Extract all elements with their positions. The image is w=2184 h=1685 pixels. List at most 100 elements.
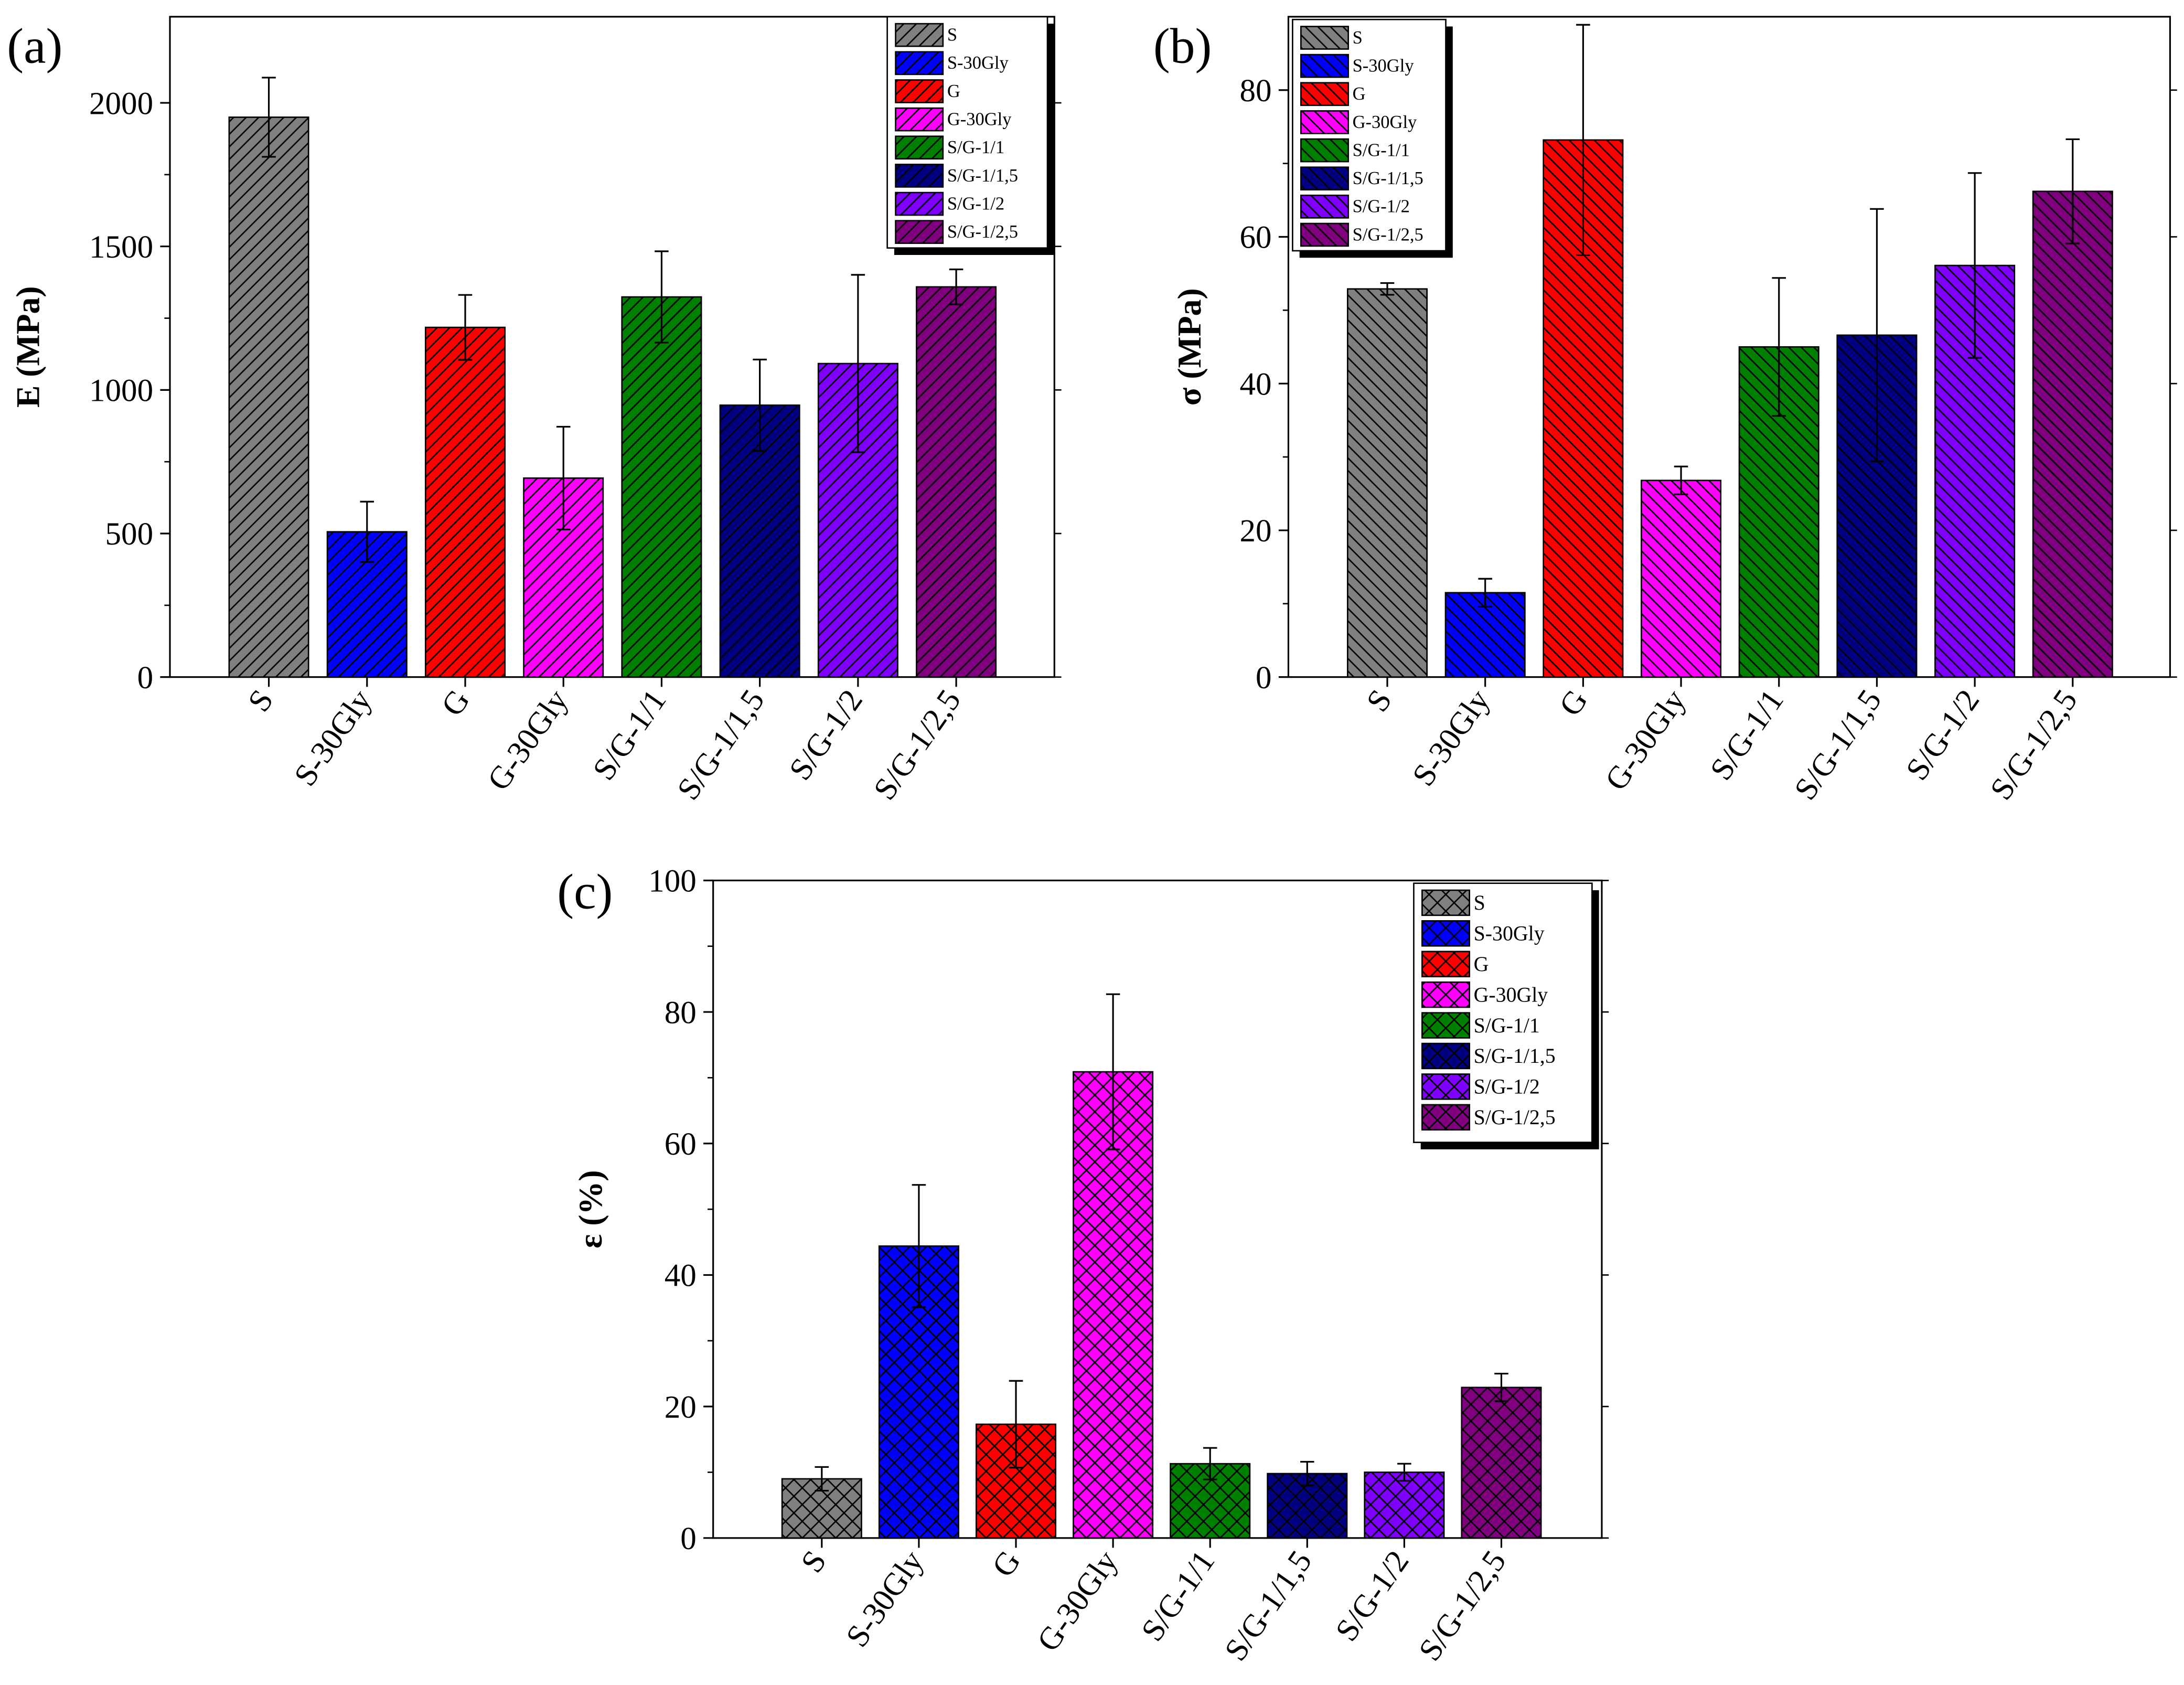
legend-label: S/G-1/1,5: [1474, 1044, 1556, 1068]
y-tick-label: 60: [665, 1127, 697, 1162]
legend-swatch-hatch: [1422, 890, 1470, 915]
x-tick-label: S: [795, 1544, 833, 1579]
y-tick-label: 100: [648, 864, 697, 899]
x-tick-label: S/G-1/2,5: [867, 684, 968, 806]
panel-label: (b): [1153, 18, 1212, 74]
panel-label: (c): [557, 863, 613, 919]
legend-swatch-hatch: [895, 51, 943, 74]
legend-label: S/G-1/1: [947, 137, 1004, 157]
x-tick-label: S: [241, 684, 280, 718]
legend-label: G-30Gly: [947, 109, 1012, 129]
y-tick-label: 1000: [89, 374, 153, 409]
y-tick-label: 40: [1240, 367, 1272, 402]
bar-hatch: [425, 327, 505, 677]
legend-swatch-hatch: [1301, 111, 1348, 134]
plot-frame: [1287, 16, 2171, 678]
legend-label: S/G-1/1: [1474, 1014, 1540, 1037]
legend-swatch-hatch: [1301, 55, 1348, 78]
legend-label: G: [1353, 84, 1366, 104]
legend-swatch-hatch: [895, 193, 943, 216]
legend-label: G-30Gly: [1353, 112, 1417, 132]
y-axis-label: E (MPa): [9, 286, 46, 408]
legend-swatch-hatch: [1301, 26, 1348, 49]
bar-hatch: [1347, 289, 1427, 677]
x-tick-label: G-30Gly: [1599, 683, 1693, 797]
bar-hatch: [1641, 480, 1721, 677]
y-tick-label: 2000: [89, 86, 153, 121]
legend-label: G: [947, 81, 960, 101]
panel-label: (a): [7, 18, 62, 74]
plot-frame: [169, 16, 1055, 678]
x-tick-label: S-30Gly: [839, 1544, 930, 1654]
x-tick-label: G: [1553, 684, 1594, 723]
legend-label: S/G-1/2,5: [1353, 225, 1423, 244]
legend: S S-30Gly G G-30Gly S/G-1/1 S/G-1/1,5 S/G-1/2 S…: [886, 16, 1055, 255]
x-tick-label: S/G-1/1: [1704, 684, 1791, 787]
legend-swatch-hatch: [1301, 223, 1348, 246]
bar-hatch: [622, 297, 702, 677]
legend-swatch-hatch: [895, 164, 943, 187]
legend-label: S/G-1/2: [1474, 1075, 1540, 1099]
x-tick-label: S/G-1/2: [783, 684, 870, 787]
x-tick-label: S/G-1/2,5: [1984, 684, 2084, 806]
x-tick-label: S-30Gly: [1406, 683, 1497, 792]
legend-label: S/G-1/1,5: [947, 166, 1018, 186]
x-tick-label: S/G-1/2,5: [1412, 1544, 1513, 1667]
legend-swatch-hatch: [1422, 1012, 1470, 1038]
legend-label: S: [1474, 891, 1485, 914]
x-tick-label: S/G-1/1,5: [1218, 1544, 1319, 1667]
legend-swatch-hatch: [895, 136, 943, 159]
legend-label: S-30Gly: [1474, 922, 1545, 945]
y-tick-label: 80: [665, 995, 697, 1030]
legend-swatch-hatch: [1422, 982, 1470, 1008]
legend-label: S: [1353, 28, 1363, 48]
legend-swatch-hatch: [1422, 1104, 1470, 1130]
y-axis-label: ε (%): [572, 1170, 609, 1248]
y-tick-label: 60: [1240, 220, 1272, 255]
legend-label: S/G-1/2,5: [1474, 1106, 1556, 1129]
legend-swatch-hatch: [1301, 82, 1348, 105]
legend-label: S-30Gly: [947, 53, 1009, 73]
bar-hatch: [2033, 191, 2113, 677]
legend-swatch-hatch: [1422, 1074, 1470, 1100]
bar-hatch: [916, 286, 996, 677]
legend: S S-30Gly G G-30Gly S/G-1/1 S/G-1/1,5 S/G-1/2 S…: [1413, 882, 1599, 1149]
legend-label: S/G-1/2,5: [947, 222, 1018, 242]
x-tick-label: S/G-1/1,5: [1787, 684, 1888, 806]
legend-swatch-hatch: [895, 24, 943, 47]
y-tick-label: 0: [1256, 660, 1272, 696]
legend-label: G-30Gly: [1474, 983, 1548, 1006]
x-tick-label: S/G-1/1,5: [671, 684, 772, 806]
y-axis-label: σ (MPa): [1171, 288, 1208, 406]
x-tick-label: S-30Gly: [287, 683, 379, 792]
y-tick-label: 0: [680, 1521, 697, 1556]
legend-swatch-hatch: [1422, 921, 1470, 946]
legend-label: S/G-1/2: [1353, 197, 1410, 217]
x-tick-label: G: [986, 1544, 1027, 1584]
legend-label: S: [947, 25, 957, 45]
x-tick-label: S/G-1/2: [1329, 1544, 1416, 1648]
legend-swatch-hatch: [1301, 139, 1348, 162]
legend-swatch-hatch: [1422, 1043, 1470, 1069]
legend-swatch-hatch: [895, 108, 943, 131]
legend-swatch-hatch: [1301, 195, 1348, 218]
legend-swatch-hatch: [895, 80, 943, 103]
bar-hatch: [1461, 1387, 1541, 1538]
x-tick-label: G-30Gly: [481, 683, 575, 797]
y-tick-label: 0: [137, 660, 154, 696]
legend-swatch-hatch: [1422, 951, 1470, 977]
legend-label: S/G-1/1: [1353, 140, 1410, 160]
x-tick-label: S/G-1/1: [1134, 1544, 1222, 1648]
legend-swatch-hatch: [895, 220, 943, 243]
x-tick-label: S: [1360, 684, 1399, 718]
legend: S S-30Gly G G-30Gly S/G-1/1 S/G-1/1,5 S/G-1/2 S…: [1292, 18, 1453, 258]
x-tick-label: S/G-1/2: [1899, 684, 1986, 787]
x-tick-label: G: [435, 684, 477, 723]
legend-label: S/G-1/2: [947, 194, 1004, 214]
bar-hatch: [229, 117, 309, 677]
y-tick-label: 1500: [89, 230, 153, 265]
legend-swatch-hatch: [1301, 167, 1348, 190]
